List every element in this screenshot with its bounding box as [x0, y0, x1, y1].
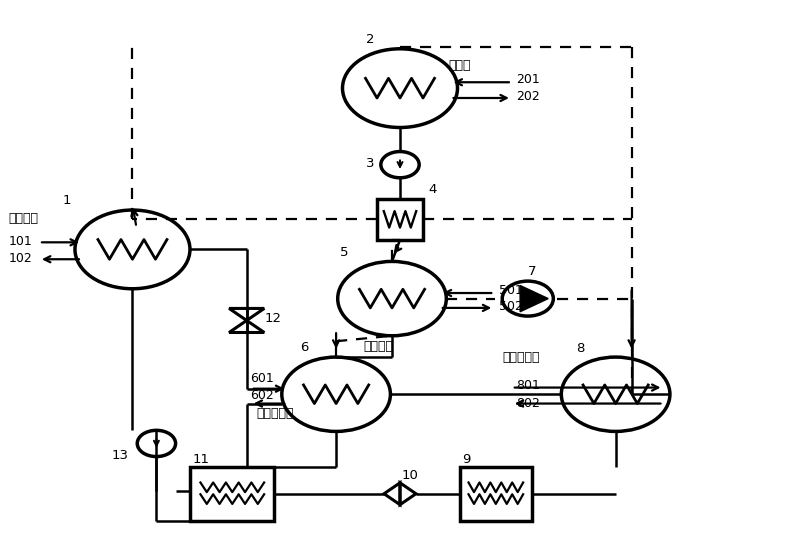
- Text: 10: 10: [402, 469, 418, 482]
- Bar: [377, 199, 423, 240]
- Text: 2: 2: [366, 32, 374, 45]
- Text: 601: 601: [250, 373, 274, 385]
- Text: 202: 202: [516, 90, 539, 103]
- Bar: [460, 467, 532, 521]
- Text: 501: 501: [499, 284, 523, 297]
- Text: 12: 12: [264, 312, 282, 326]
- Text: 7: 7: [528, 265, 536, 278]
- Text: 8: 8: [576, 342, 584, 355]
- Text: 13: 13: [111, 449, 129, 462]
- Text: 1: 1: [62, 195, 71, 207]
- Text: 602: 602: [250, 389, 274, 402]
- Text: 5: 5: [340, 246, 349, 259]
- Text: 102: 102: [9, 252, 33, 265]
- Text: 802: 802: [517, 397, 541, 409]
- Text: 4: 4: [428, 183, 436, 196]
- Text: 101: 101: [9, 235, 33, 248]
- Text: 201: 201: [516, 73, 539, 87]
- Polygon shape: [520, 286, 548, 312]
- Text: 加热热源: 加热热源: [363, 340, 394, 352]
- Text: 第二供热端: 第二供热端: [256, 407, 294, 420]
- Text: 冷却水: 冷却水: [448, 59, 470, 72]
- Text: 第一供热端: 第一供热端: [502, 351, 540, 363]
- Text: 502: 502: [499, 300, 523, 313]
- Text: 9: 9: [462, 453, 470, 466]
- Text: 加热热源: 加热热源: [9, 212, 38, 225]
- Text: 6: 6: [300, 341, 309, 355]
- Text: 11: 11: [192, 453, 210, 466]
- Bar: [190, 467, 274, 521]
- Text: 801: 801: [517, 379, 541, 392]
- Text: 3: 3: [366, 157, 374, 170]
